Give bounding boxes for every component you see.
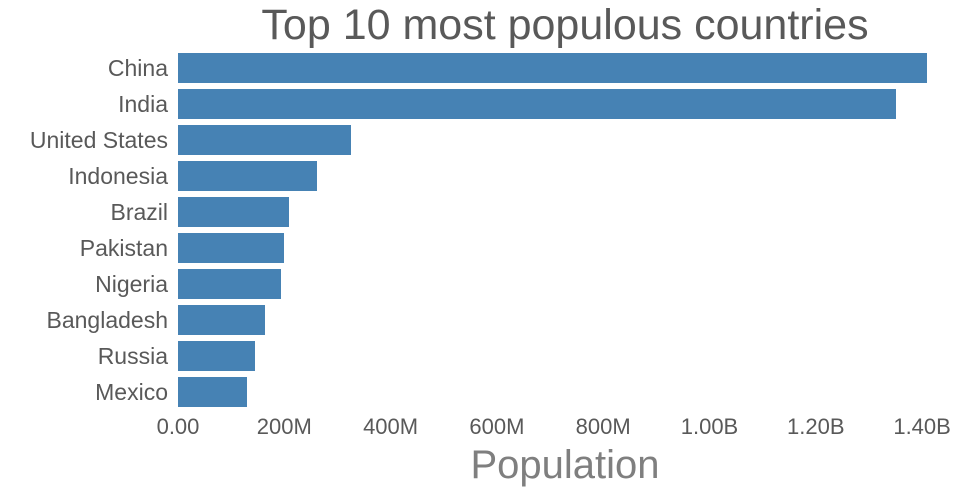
bar xyxy=(178,305,265,335)
bar xyxy=(178,197,290,227)
bar-track xyxy=(178,89,946,119)
bar xyxy=(178,161,318,191)
bar-row: Russia xyxy=(0,338,946,374)
x-axis-tick-label: 0.00 xyxy=(156,414,200,439)
bar-track xyxy=(178,377,946,407)
y-axis-tick-label: Mexico xyxy=(95,378,168,405)
x-axis-tick-label: 400M xyxy=(363,414,419,439)
bar-track xyxy=(178,197,946,227)
bar-row: United States xyxy=(0,122,946,158)
y-axis-tick-label: United States xyxy=(29,126,168,153)
x-axis-label: Population xyxy=(470,443,660,487)
bar-track xyxy=(178,161,946,191)
x-axis-tick-label: 1.00B xyxy=(680,414,739,439)
y-axis-tick-label: Nigeria xyxy=(95,270,168,297)
y-axis-tick-label: Brazil xyxy=(110,198,168,225)
x-axis-tick-label: 1.40B xyxy=(893,414,951,439)
chart-title: Top 10 most populous countries xyxy=(261,1,869,49)
x-axis-tick-label: 200M xyxy=(256,414,312,439)
y-axis-tick-label: Indonesia xyxy=(68,162,168,189)
bar-row: Indonesia xyxy=(0,158,946,194)
bar xyxy=(178,89,896,119)
bar-track xyxy=(178,125,946,155)
bar-row: Nigeria xyxy=(0,266,946,302)
bar xyxy=(178,269,281,299)
y-axis-tick-label: India xyxy=(118,90,168,117)
bar xyxy=(178,125,351,155)
x-axis-ticks: 0.00 200M 400M 600M 800M 1.00B 1.20B 1.40B xyxy=(157,410,951,440)
bar-row: Mexico xyxy=(0,374,946,410)
bar-row: Pakistan xyxy=(0,230,946,266)
y-axis-tick-label: Pakistan xyxy=(79,234,168,261)
bar xyxy=(178,53,928,83)
x-axis-tick-label: 600M xyxy=(469,414,525,439)
x-axis-tick-label: 1.20B xyxy=(787,414,845,439)
bar xyxy=(178,233,285,263)
bar-row: India xyxy=(0,86,946,122)
bar xyxy=(178,377,247,407)
bar-track xyxy=(178,341,946,371)
bar-row: Brazil xyxy=(0,194,946,230)
y-axis-tick-label: Bangladesh xyxy=(46,306,169,333)
bar-track xyxy=(178,269,946,299)
bar-rows: China India United States Indonesia Brazil Pa… xyxy=(0,50,946,410)
bar-track xyxy=(178,233,946,263)
bar-track xyxy=(178,305,946,335)
bar xyxy=(178,341,255,371)
x-axis-tick-label: 800M xyxy=(575,414,631,439)
y-axis-tick-label: Russia xyxy=(97,342,168,369)
y-axis-tick-label: China xyxy=(107,54,168,81)
bar-row: Bangladesh xyxy=(0,302,946,338)
plot-area: China India United States Indonesia Brazil Pa… xyxy=(0,50,960,410)
bar-row: China xyxy=(0,50,946,86)
bar-track xyxy=(178,53,946,83)
